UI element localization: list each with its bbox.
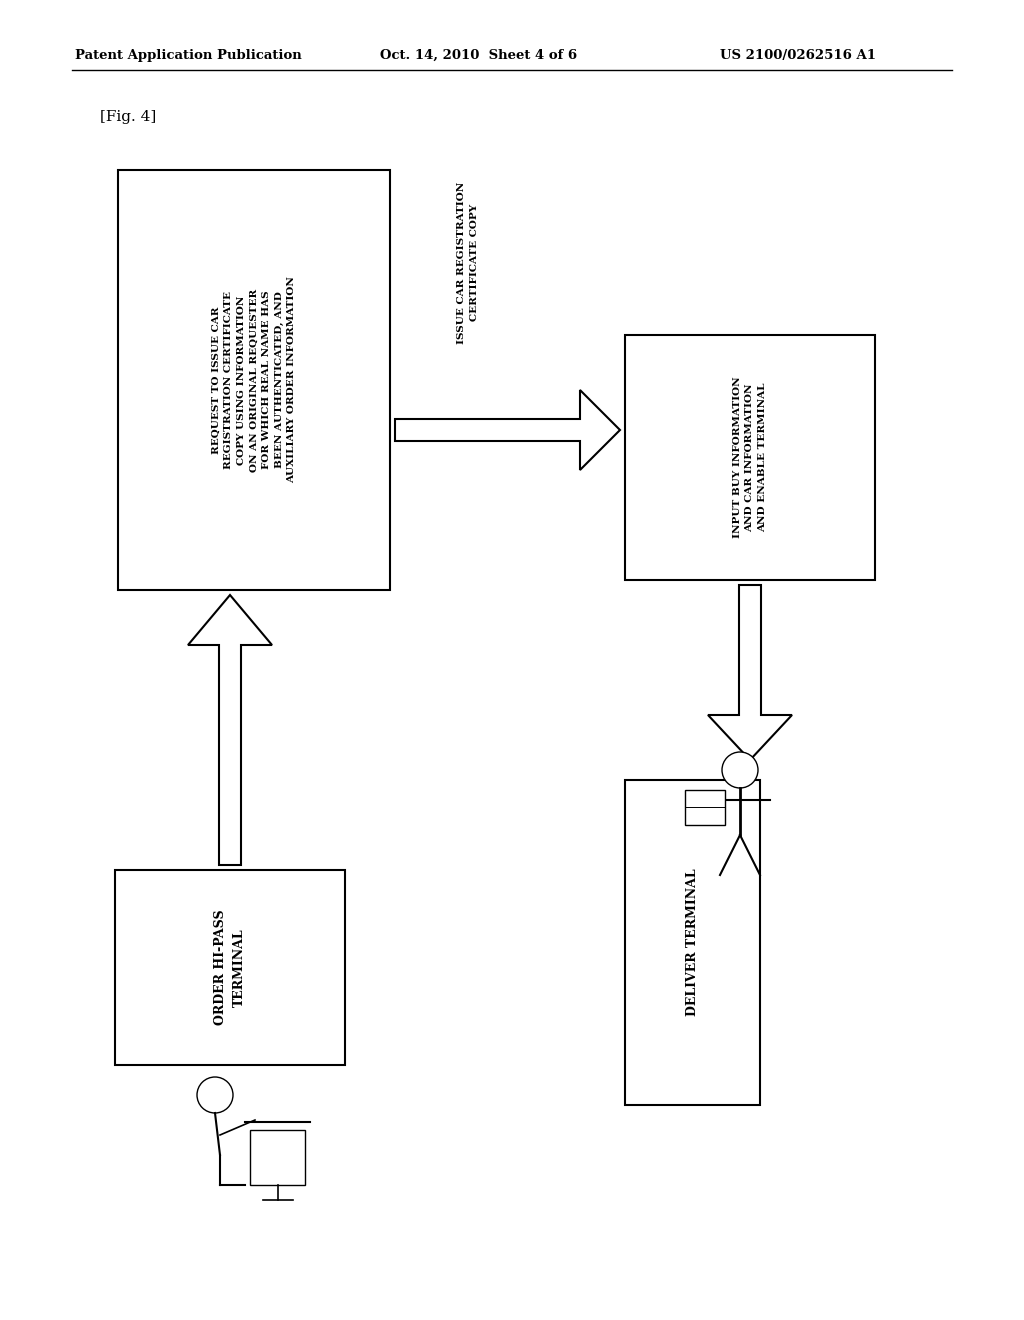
Text: Oct. 14, 2010  Sheet 4 of 6: Oct. 14, 2010 Sheet 4 of 6 [380, 49, 578, 62]
Text: INPUT BUY INFORMATION
AND CAR INFORMATION
AND ENABLE TERMINAL: INPUT BUY INFORMATION AND CAR INFORMATIO… [733, 376, 767, 539]
Circle shape [722, 752, 758, 788]
Bar [118, 170, 390, 590]
Polygon shape [708, 585, 792, 760]
Text: DELIVER TERMINAL: DELIVER TERMINAL [686, 869, 699, 1016]
Text: ORDER HI-PASS
TERMINAL: ORDER HI-PASS TERMINAL [214, 909, 246, 1026]
Bar [250, 1130, 305, 1185]
Bar [685, 789, 725, 825]
Bar [115, 870, 345, 1065]
Bar [625, 780, 760, 1105]
Polygon shape [188, 595, 272, 865]
Text: Patent Application Publication: Patent Application Publication [75, 49, 302, 62]
Polygon shape [395, 389, 620, 470]
Text: ISSUE CAR REGISTRATION
CERTIFICATE COPY: ISSUE CAR REGISTRATION CERTIFICATE COPY [458, 181, 479, 343]
Bar [625, 335, 874, 579]
Text: US 2100/0262516 A1: US 2100/0262516 A1 [720, 49, 876, 62]
Text: REQUEST TO ISSUE CAR
REGISTRATION CERTIFICATE
COPY USING INFORMATION
ON AN ORIGI: REQUEST TO ISSUE CAR REGISTRATION CERTIF… [212, 277, 296, 483]
Circle shape [197, 1077, 233, 1113]
Text: [Fig. 4]: [Fig. 4] [100, 110, 157, 124]
